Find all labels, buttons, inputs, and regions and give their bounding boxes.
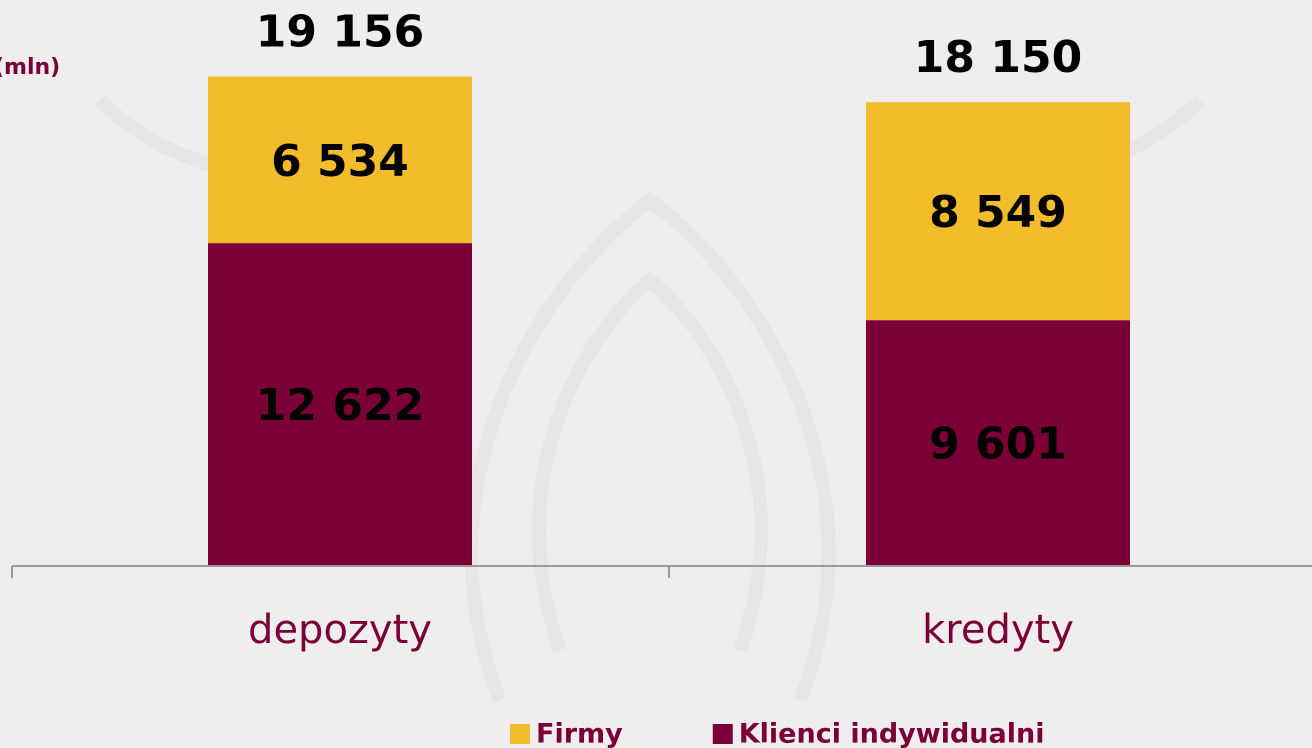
- legend-swatch: [510, 724, 530, 744]
- x-tick-label: kredyty: [922, 607, 1074, 653]
- data-label: 8 549: [929, 187, 1067, 238]
- data-label: 12 622: [256, 380, 424, 431]
- x-tick-label: depozyty: [248, 607, 432, 653]
- chart: (mln) 12 622 6 534 19 156 depozyty 9 601 8 54…: [0, 0, 1312, 748]
- legend-swatch: [713, 724, 733, 744]
- data-label: 9 601: [929, 419, 1067, 470]
- data-label: 6 534: [271, 136, 409, 187]
- legend-label: Firmy: [536, 719, 623, 748]
- y-axis-label: (mln): [0, 55, 60, 80]
- legend-label: Klienci indywidualni: [739, 719, 1045, 748]
- page: (mln) 12 622 6 534 19 156 depozyty 9 601 8 54…: [0, 0, 1312, 748]
- total-label: 19 156: [256, 7, 424, 58]
- total-label: 18 150: [914, 32, 1082, 83]
